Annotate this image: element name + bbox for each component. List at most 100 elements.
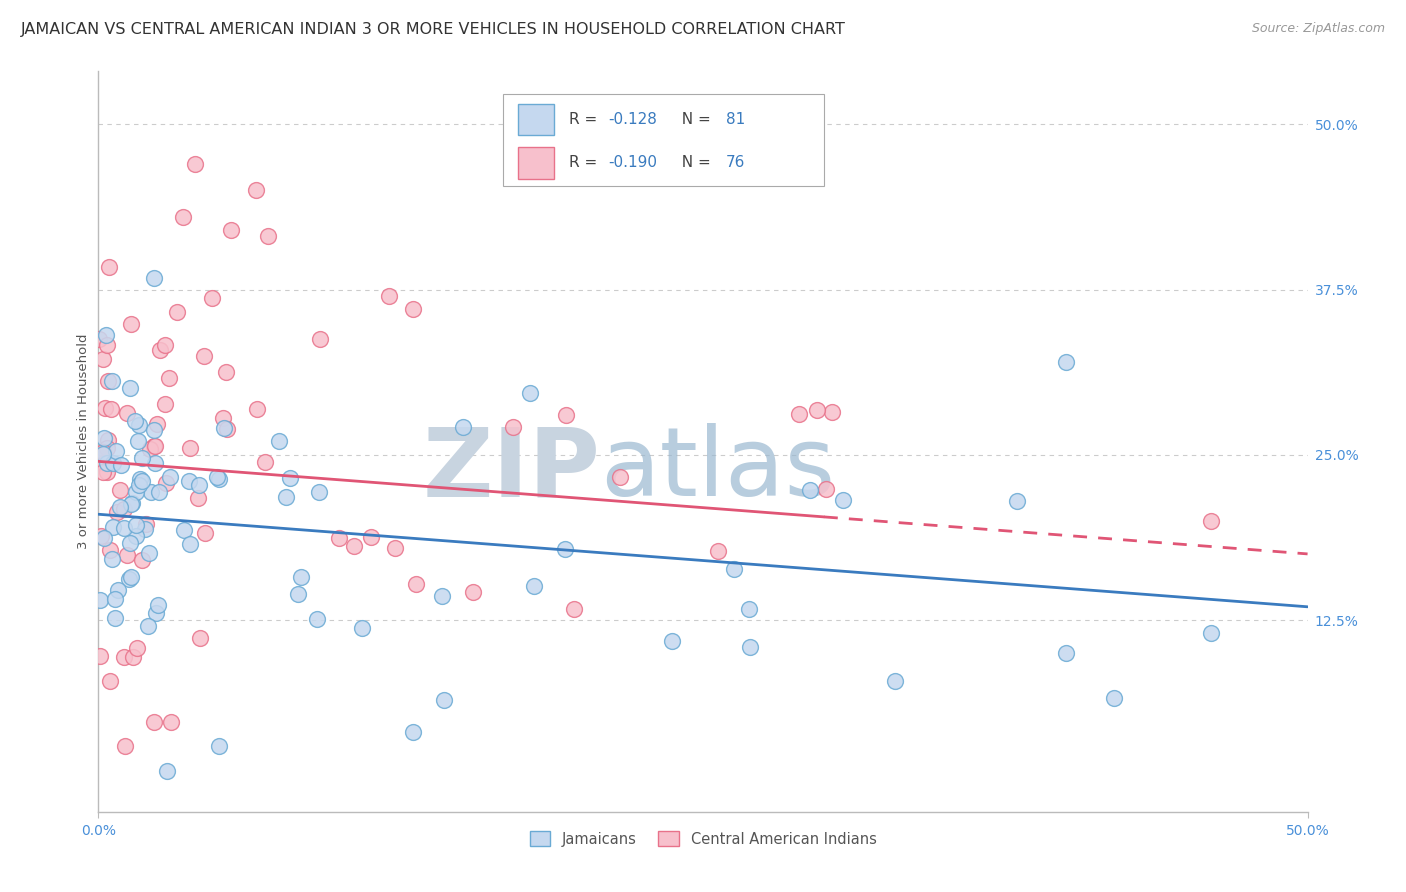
Point [159, 470, 181, 484]
Point [402, 725, 425, 739]
Point [100, 401, 122, 416]
Point [738, 602, 761, 616]
Text: JAMAICAN VS CENTRAL AMERICAN INDIAN 3 OR MORE VEHICLES IN HOUSEHOLD CORRELATION : JAMAICAN VS CENTRAL AMERICAN INDIAN 3 OR… [21, 22, 846, 37]
Text: ZIP: ZIP [422, 423, 600, 516]
Point [609, 470, 631, 484]
Point [157, 370, 180, 384]
Point [342, 539, 364, 553]
Point [128, 477, 150, 491]
Point [145, 439, 167, 453]
Point [1199, 514, 1222, 528]
Point [127, 434, 149, 449]
Point [90, 529, 112, 543]
Point [96, 465, 118, 479]
Point [1007, 494, 1029, 508]
Point [405, 577, 427, 591]
Point [1102, 690, 1125, 705]
Point [96, 456, 118, 470]
Point [290, 569, 312, 583]
Point [139, 485, 162, 500]
Point [108, 483, 131, 497]
Point [257, 228, 280, 243]
Point [87, 332, 110, 346]
Point [433, 693, 456, 707]
Point [555, 409, 578, 423]
Point [184, 157, 207, 171]
Point [502, 419, 524, 434]
Point [125, 517, 148, 532]
Point [723, 561, 745, 575]
Point [707, 544, 730, 558]
Point [143, 715, 166, 730]
Point [89, 649, 111, 664]
Point [110, 458, 132, 472]
Point [107, 582, 129, 597]
Point [115, 548, 138, 562]
Point [112, 502, 135, 516]
Point [328, 531, 350, 545]
FancyBboxPatch shape [517, 147, 554, 178]
Point [89, 593, 111, 607]
Point [308, 332, 330, 346]
Point [91, 445, 114, 459]
FancyBboxPatch shape [517, 104, 554, 135]
Point [188, 478, 211, 492]
Point [112, 520, 135, 534]
Point [93, 431, 115, 445]
Point [402, 302, 425, 317]
Point [1054, 355, 1077, 369]
Point [554, 542, 576, 557]
Point [172, 210, 194, 224]
Point [127, 640, 149, 655]
Point [564, 601, 586, 615]
Point [377, 289, 399, 303]
Point [187, 491, 209, 505]
Text: -0.190: -0.190 [609, 155, 658, 170]
Text: Source: ZipAtlas.com: Source: ZipAtlas.com [1251, 22, 1385, 36]
Point [121, 496, 143, 510]
Point [212, 420, 235, 434]
Text: 81: 81 [725, 112, 745, 127]
Point [96, 338, 118, 352]
Point [208, 471, 231, 485]
Point [93, 447, 115, 461]
Point [94, 401, 117, 415]
Point [143, 423, 166, 437]
Point [451, 419, 474, 434]
Point [108, 500, 131, 514]
Point [194, 525, 217, 540]
Point [125, 529, 148, 543]
Point [93, 456, 115, 470]
Point [789, 407, 811, 421]
Text: N =: N = [672, 155, 716, 170]
Point [738, 640, 761, 654]
Point [128, 472, 150, 486]
Point [101, 374, 124, 388]
Point [276, 490, 298, 504]
Point [114, 739, 136, 753]
Point [173, 523, 195, 537]
Point [254, 455, 277, 469]
Point [287, 587, 309, 601]
Point [305, 612, 328, 626]
Point [246, 402, 269, 417]
Point [139, 442, 162, 456]
Point [101, 457, 124, 471]
Point [142, 440, 165, 454]
Point [145, 456, 167, 470]
Text: R =: R = [569, 155, 602, 170]
Point [214, 365, 236, 379]
Point [188, 632, 211, 646]
Point [131, 553, 153, 567]
Point [269, 434, 291, 449]
Point [124, 414, 146, 428]
Point [97, 433, 120, 447]
Point [97, 260, 120, 274]
Legend: Jamaicans, Central American Indians: Jamaicans, Central American Indians [524, 825, 882, 853]
Point [153, 397, 176, 411]
Point [91, 465, 114, 479]
Point [179, 537, 201, 551]
Point [215, 422, 238, 436]
Point [212, 410, 235, 425]
Point [131, 474, 153, 488]
